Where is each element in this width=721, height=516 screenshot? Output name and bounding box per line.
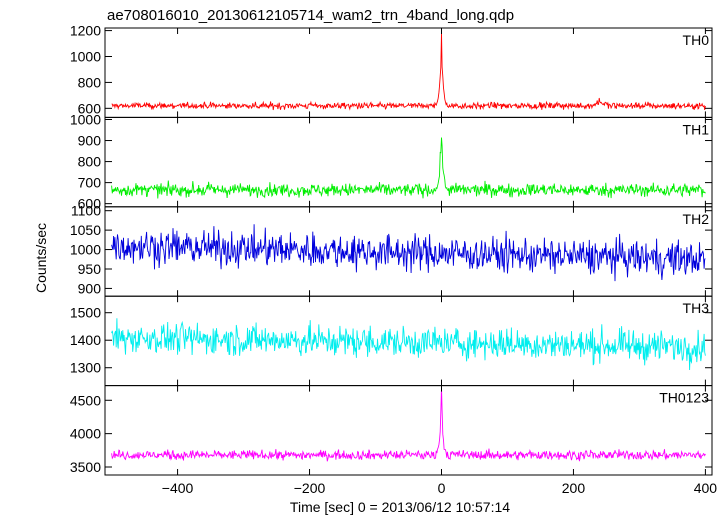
series-line-th2 [111,224,706,282]
y-tick-label: 1300 [70,360,101,376]
panel-label-th2: TH2 [683,211,710,227]
y-tick-label: 900 [78,280,102,296]
y-tick-label: 4000 [70,426,101,442]
panel-label-th0: TH0 [683,32,710,48]
series-line-th0 [111,32,706,111]
y-tick-label: 1050 [70,222,101,238]
panel-frame-th0123 [104,385,713,476]
y-axis-label: Counts/sec [33,223,49,293]
y-tick-label: 800 [78,154,102,170]
y-tick-label: 800 [78,74,102,90]
x-tick-label: 400 [694,480,718,496]
y-tick-label: 1500 [70,305,101,321]
panel-label-th0123: TH0123 [659,390,709,406]
y-tick-label: 3500 [70,459,101,475]
chart-title: ae708016010_20130612105714_wam2_trn_4ban… [107,7,514,24]
series-line-th3 [111,318,706,371]
y-tick-label: 950 [78,261,102,277]
y-tick-label: 600 [78,100,102,116]
y-tick-label: 1100 [71,203,101,219]
y-tick-label: 1000 [70,112,101,128]
y-tick-label: 1400 [70,332,101,348]
x-tick-label: 0 [438,480,446,496]
series-line-th1 [111,137,706,199]
y-tick-label: 4500 [70,392,101,408]
x-tick-label: −400 [162,480,194,496]
y-tick-label: 700 [78,175,102,191]
series-line-th0123 [111,387,706,462]
x-axis-label: Time [sec] 0 = 2013/06/12 10:57:14 [290,499,510,515]
x-tick-label: 200 [562,480,586,496]
y-tick-label: 600 [78,196,102,212]
panel-label-th1: TH1 [683,121,710,137]
y-tick-label: 1000 [70,49,101,65]
y-tick-label: 900 [78,133,102,149]
y-tick-label: 1200 [70,23,101,39]
panel-label-th3: TH3 [683,300,710,316]
y-tick-label: 1000 [70,242,101,258]
panels-group: 600 800 1000 1200 TH0 600 700 800 900 1000 TH1 900 9… [70,23,717,496]
panel-frame-th1 [104,116,713,208]
x-tick-label: −200 [294,480,326,496]
